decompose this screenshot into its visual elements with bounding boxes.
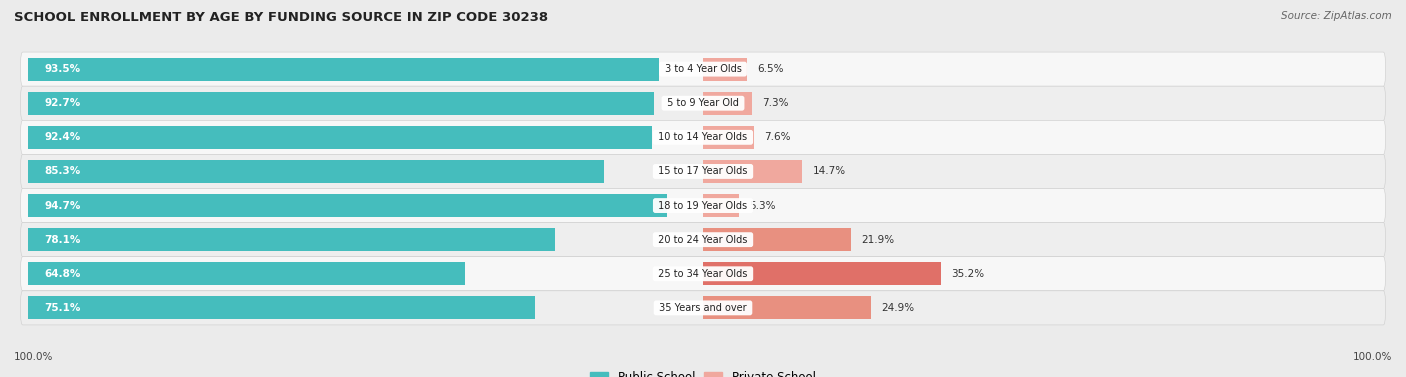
Text: 10 to 14 Year Olds: 10 to 14 Year Olds xyxy=(655,132,751,143)
FancyBboxPatch shape xyxy=(21,257,1385,291)
Bar xyxy=(28,126,651,149)
FancyBboxPatch shape xyxy=(21,155,1385,188)
Text: 75.1%: 75.1% xyxy=(45,303,80,313)
Text: 25 to 34 Year Olds: 25 to 34 Year Olds xyxy=(655,269,751,279)
Text: 6.5%: 6.5% xyxy=(756,64,783,74)
Text: SCHOOL ENROLLMENT BY AGE BY FUNDING SOURCE IN ZIP CODE 30238: SCHOOL ENROLLMENT BY AGE BY FUNDING SOUR… xyxy=(14,11,548,24)
Bar xyxy=(703,160,803,183)
Text: 100.0%: 100.0% xyxy=(14,352,53,362)
Text: 64.8%: 64.8% xyxy=(45,269,80,279)
Bar xyxy=(28,160,603,183)
Text: 7.3%: 7.3% xyxy=(762,98,789,108)
Bar xyxy=(703,262,941,285)
Text: 85.3%: 85.3% xyxy=(45,166,80,176)
Text: 5.3%: 5.3% xyxy=(749,201,776,211)
Bar xyxy=(703,92,752,115)
Text: 5 to 9 Year Old: 5 to 9 Year Old xyxy=(664,98,742,108)
Text: 3 to 4 Year Olds: 3 to 4 Year Olds xyxy=(661,64,745,74)
Text: 94.7%: 94.7% xyxy=(45,201,80,211)
Text: 18 to 19 Year Olds: 18 to 19 Year Olds xyxy=(655,201,751,211)
Text: 7.6%: 7.6% xyxy=(765,132,792,143)
FancyBboxPatch shape xyxy=(21,52,1385,86)
Text: 93.5%: 93.5% xyxy=(45,64,80,74)
Text: 35 Years and over: 35 Years and over xyxy=(657,303,749,313)
Bar xyxy=(703,58,747,81)
Text: 100.0%: 100.0% xyxy=(1353,352,1392,362)
Text: 92.4%: 92.4% xyxy=(45,132,80,143)
Text: 15 to 17 Year Olds: 15 to 17 Year Olds xyxy=(655,166,751,176)
Bar xyxy=(703,296,872,319)
Bar xyxy=(28,194,668,217)
Legend: Public School, Private School: Public School, Private School xyxy=(586,366,820,377)
FancyBboxPatch shape xyxy=(21,86,1385,120)
FancyBboxPatch shape xyxy=(21,222,1385,257)
Text: 24.9%: 24.9% xyxy=(882,303,914,313)
FancyBboxPatch shape xyxy=(21,188,1385,222)
Bar xyxy=(28,92,654,115)
Bar xyxy=(28,262,465,285)
Text: 78.1%: 78.1% xyxy=(45,234,80,245)
Bar xyxy=(28,58,659,81)
Bar xyxy=(703,126,755,149)
Bar xyxy=(28,296,534,319)
Bar xyxy=(703,228,851,251)
FancyBboxPatch shape xyxy=(21,291,1385,325)
Text: 20 to 24 Year Olds: 20 to 24 Year Olds xyxy=(655,234,751,245)
Bar xyxy=(703,194,738,217)
FancyBboxPatch shape xyxy=(21,120,1385,155)
Text: 21.9%: 21.9% xyxy=(860,234,894,245)
Text: 35.2%: 35.2% xyxy=(950,269,984,279)
Text: Source: ZipAtlas.com: Source: ZipAtlas.com xyxy=(1281,11,1392,21)
Text: 92.7%: 92.7% xyxy=(45,98,80,108)
Bar xyxy=(28,228,555,251)
Text: 14.7%: 14.7% xyxy=(813,166,845,176)
